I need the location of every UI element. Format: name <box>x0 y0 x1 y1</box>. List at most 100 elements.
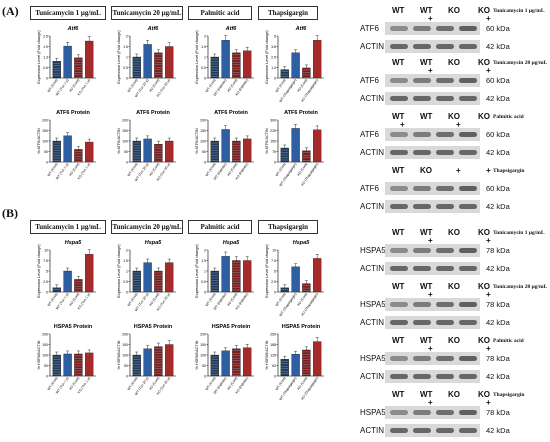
blot-protein-label: ACTIN <box>360 264 384 273</box>
blot-protein-label: HSPA5 <box>360 354 386 363</box>
x-tick-label: KO (Cont) <box>226 78 238 92</box>
blot-lane-label: WT <box>420 336 433 345</box>
y-tick-label: 0 <box>274 160 276 164</box>
chart-title: HSPA5 Protein <box>282 324 321 330</box>
y-tick-label: 225 <box>270 129 276 133</box>
western-blots: WT WT + KO KO + Tunicamycin 1 μg/mL ATF6 60 kDa A… <box>0 6 550 437</box>
blot-band <box>459 320 477 325</box>
y-axis-label: Expression Level (Fold change) <box>195 244 199 298</box>
y-axis-label: % HSPA5/ACTIN <box>37 340 41 369</box>
y-tick-label: 0 <box>126 290 128 294</box>
x-tick-label: WT (Cont) <box>127 162 139 177</box>
blot-lane-label: KO <box>478 58 490 67</box>
y-tick-label: 100 <box>42 139 48 143</box>
y-tick-label: 0 <box>126 160 128 164</box>
blot-panel: WT WT + KO KO + Thapsigargin HSPA5 78 kDa ACTIN 42… <box>0 390 550 442</box>
blot-lane-label: WT <box>392 6 405 15</box>
blot-lane-label: WT <box>420 228 433 237</box>
chart-title: Hspa5 <box>65 240 82 246</box>
blot-protein-label: ACTIN <box>360 148 384 157</box>
condition-header: Thapsigargin <box>258 6 318 20</box>
blot-lane-label: WT <box>420 282 433 291</box>
blot-lane-label: WT <box>392 58 405 67</box>
blot-band <box>413 266 431 271</box>
y-tick-label: 0 <box>126 374 128 378</box>
x-tick-label: KO (Cont) <box>226 162 238 176</box>
y-tick-label: 0 <box>46 290 48 294</box>
y-axis-label: % HSPA5/ACTIN <box>195 340 199 369</box>
blot-band <box>413 320 431 325</box>
chart-title: Atf6 <box>67 26 80 32</box>
chart-title: HSPA5 Protein <box>134 324 173 330</box>
y-tick-label: 0 <box>46 160 48 164</box>
y-tick-label: 2.5 <box>43 280 48 284</box>
y-tick-label: 75 <box>272 150 276 154</box>
blot-band <box>436 78 454 83</box>
blot-lane-label: KO <box>478 282 490 291</box>
x-tick-label: KO (Cont) <box>296 162 308 176</box>
y-tick-label: 300 <box>270 118 276 122</box>
blot-lane-label: KO <box>448 390 460 399</box>
blot-kda-label: 60 kDa <box>486 24 510 33</box>
blot-lane-label: WT <box>392 166 405 175</box>
blot-band <box>459 44 477 49</box>
y-tick-label: 2 <box>126 248 128 252</box>
blot-lane-label: KO <box>448 336 460 345</box>
y-tick-label: 5 <box>274 34 276 38</box>
blot-band <box>436 248 454 253</box>
blot-band <box>390 204 408 209</box>
blot-treatment-sign: + <box>456 120 461 129</box>
x-tick-label: WT (Cont) <box>275 376 287 391</box>
blot-lane-label: WT <box>420 6 433 15</box>
chart-title: Hspa5 <box>293 240 310 246</box>
blot-band <box>459 266 477 271</box>
blot-band <box>436 44 454 49</box>
x-tick-label: KO (Cont) <box>148 78 160 92</box>
blot-panel: WT KO + + Thapsigargin ATF6 60 kDa ACTIN 42 kDa <box>0 166 550 218</box>
blot-kda-label: 42 kDa <box>486 94 510 103</box>
condition-header: Palmitic acid <box>188 220 252 234</box>
blot-strip <box>385 74 480 87</box>
blot-lane-label: WT <box>392 336 405 345</box>
y-tick-label: 0 <box>46 374 48 378</box>
blot-band <box>390 356 408 361</box>
y-tick-label: 0 <box>204 76 206 80</box>
blot-band <box>459 96 477 101</box>
blot-band <box>459 150 477 155</box>
y-tick-label: 2 <box>204 34 206 38</box>
y-tick-label: 250 <box>270 332 276 336</box>
blot-panel: WT WT + KO KO + Palmitic acid HSPA5 78 kDa ACTIN 4… <box>0 336 550 388</box>
y-tick-label: 1 <box>204 55 206 59</box>
bar-chart: ATF6 Protein % ATF6/ACTIN 0 50 100 150 200 WT (… <box>195 110 254 181</box>
y-tick-label: 150 <box>42 129 48 133</box>
blot-lane-label: KO <box>478 228 490 237</box>
bar-chart: HSPA5 Protein % HSPA5/ACTIN 0 63 125 188 250 WT… <box>265 324 324 401</box>
y-tick-label: 200 <box>200 332 206 336</box>
y-tick-label: 1 <box>126 55 128 59</box>
chart-title: Atf6 <box>225 26 238 32</box>
y-tick-label: 1.3 <box>43 55 48 59</box>
y-tick-label: 5 <box>46 269 48 273</box>
y-axis-label: % HSPA5/ACTIN <box>117 340 121 369</box>
blot-condition: Thapsigargin <box>493 168 525 174</box>
y-axis-label: Expression Level (Fold change) <box>37 30 41 84</box>
y-tick-label: 0.5 <box>201 280 206 284</box>
y-tick-label: 0 <box>274 76 276 80</box>
x-tick-label: KO (Cont) <box>226 292 238 306</box>
bar-charts: Atf6 Expression Level (Fold change) 0 0.6 1.… <box>37 26 324 401</box>
blot-band <box>390 374 408 379</box>
blot-band <box>413 356 431 361</box>
blot-treatment-sign: + <box>486 398 491 407</box>
y-axis-label: % HSPA5/ACTIN <box>265 340 269 369</box>
panel-label-a: (A) <box>2 4 19 18</box>
blot-strip <box>385 406 480 419</box>
blot-condition: Palmitic acid <box>493 338 524 344</box>
y-tick-label: 2 <box>204 248 206 252</box>
y-tick-label: 200 <box>122 118 128 122</box>
blot-protein-label: ATF6 <box>360 130 379 139</box>
y-tick-label: 200 <box>122 332 128 336</box>
blot-lane-label: KO <box>478 6 490 15</box>
blot-band <box>459 410 477 415</box>
blot-kda-label: 78 kDa <box>486 354 510 363</box>
blot-treatment-sign: + <box>486 290 491 299</box>
